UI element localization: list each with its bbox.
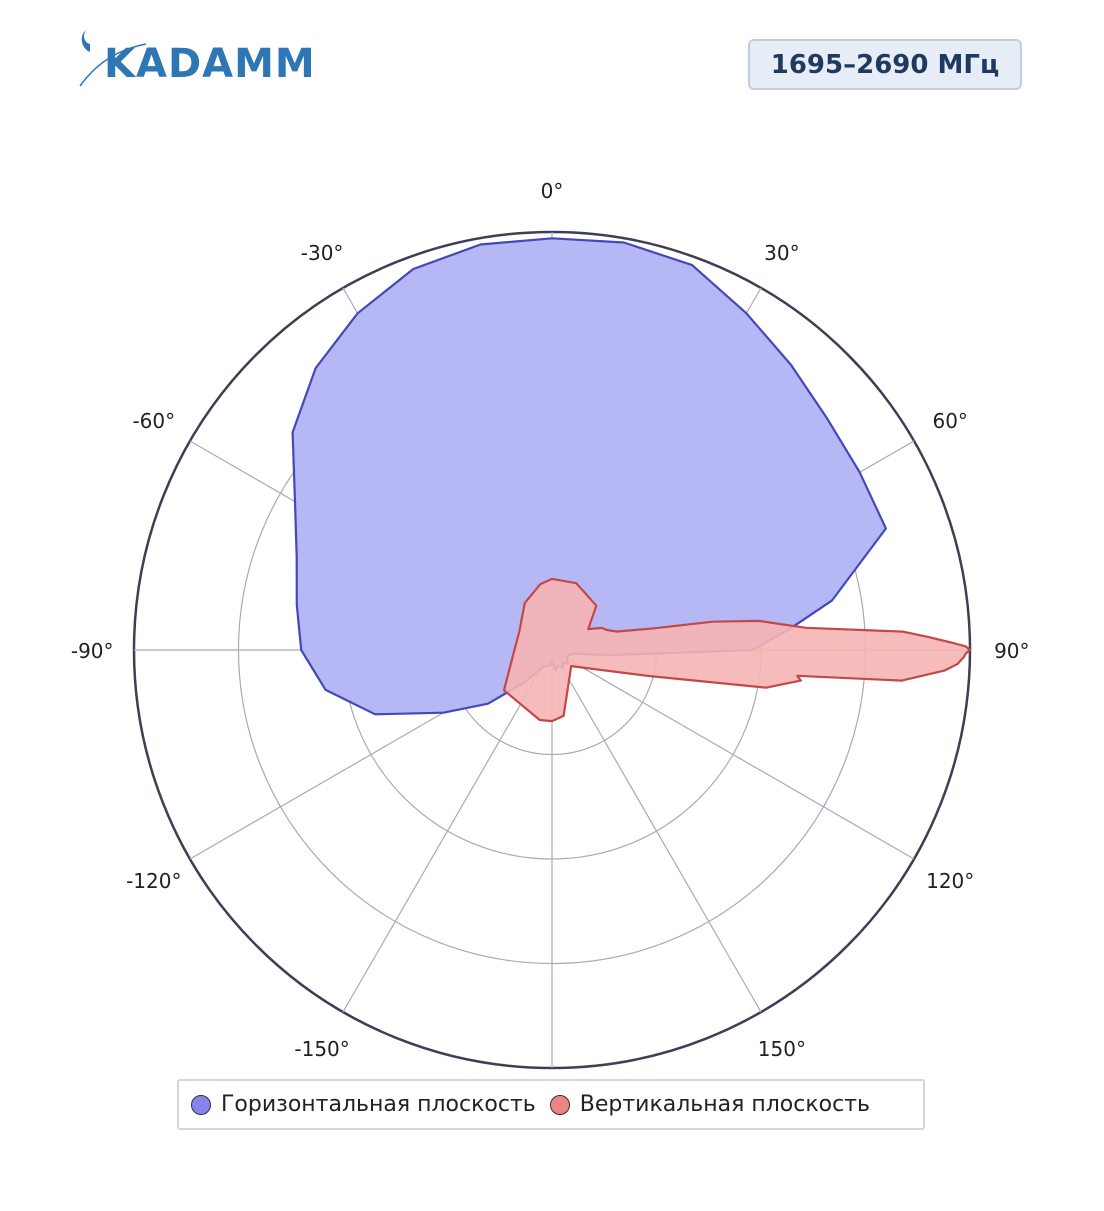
angular-tick-label: 90° bbox=[994, 639, 1029, 663]
angular-tick-label: -150° bbox=[294, 1037, 349, 1061]
legend-item-horizontal[interactable]: Горизонтальная плоскость bbox=[191, 1092, 536, 1117]
legend-label-horizontal: Горизонтальная плоскость bbox=[221, 1092, 536, 1117]
angular-tick-label: 120° bbox=[926, 869, 974, 893]
angular-tick-labels: 0° 30° 60° 90° 120° 150° -150° -120° -90° -60° -30… bbox=[71, 179, 1030, 1061]
legend-item-vertical[interactable]: Вертикальная плоскость bbox=[549, 1092, 870, 1117]
angular-tick-label: 60° bbox=[932, 409, 967, 433]
legend-label-vertical: Вертикальная плоскость bbox=[579, 1092, 870, 1117]
logo-mark-icon bbox=[79, 28, 147, 87]
series-vertical-plane bbox=[502, 577, 972, 723]
angular-tick-label: -30° bbox=[301, 241, 344, 265]
grid-spoke bbox=[551, 649, 915, 860]
angular-tick-label: 30° bbox=[764, 241, 799, 265]
logo-text: KADAMM bbox=[104, 41, 316, 87]
legend-swatch-horizontal bbox=[191, 1094, 211, 1115]
angular-tick-label: 0° bbox=[541, 179, 564, 203]
kadamm-logo: KADAMM bbox=[76, 24, 315, 94]
chart-legend: Горизонтальная плоскость Вертикальная пл… bbox=[177, 1079, 925, 1130]
angular-tick-label: -60° bbox=[132, 409, 175, 433]
series-layer bbox=[291, 237, 972, 723]
angular-tick-label: -120° bbox=[126, 869, 181, 893]
grid-spoke bbox=[342, 649, 553, 1013]
frequency-band-badge: 1695–2690 МГц bbox=[748, 39, 1022, 90]
grid-spoke bbox=[551, 649, 762, 1013]
angular-tick-label: 150° bbox=[758, 1037, 806, 1061]
angular-tick-label: -90° bbox=[71, 639, 114, 663]
legend-swatch-vertical bbox=[549, 1094, 570, 1115]
